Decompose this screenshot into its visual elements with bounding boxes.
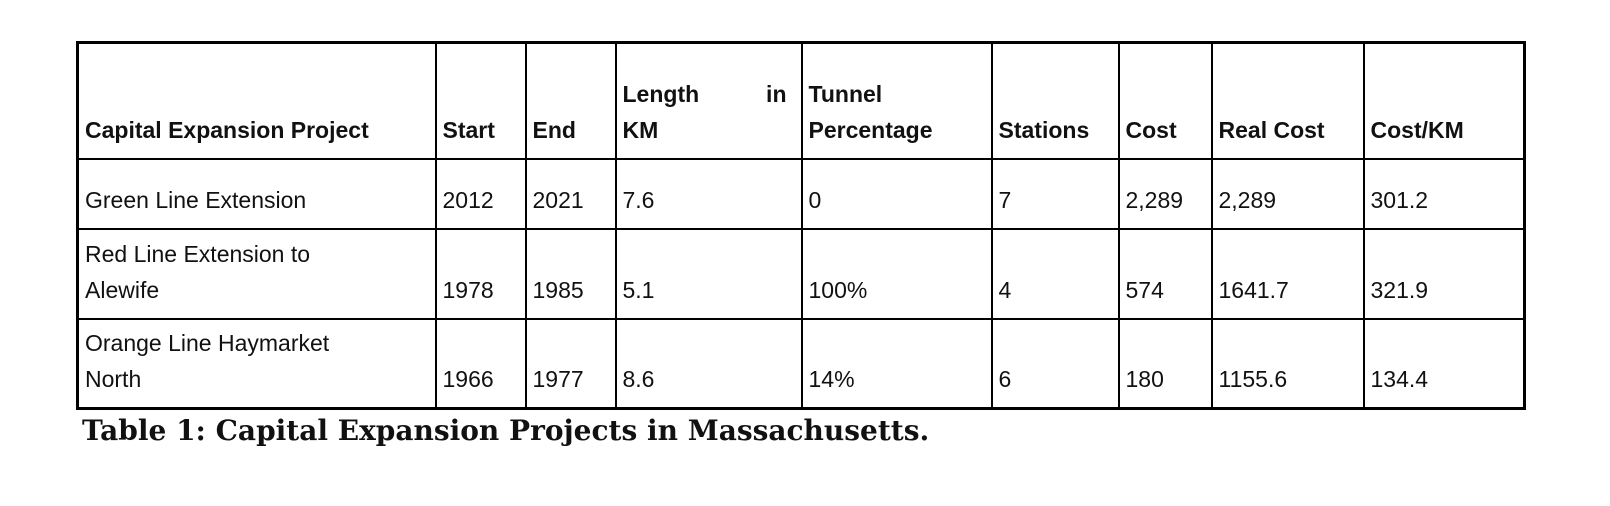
table-cell: 2,289 [1210, 157, 1365, 230]
table-cell: 1985 [524, 227, 617, 320]
header-text: Stations [998, 116, 1090, 143]
table-row: Orange Line Haymarket North 1966 1977 8.6 14… [76, 317, 1526, 410]
table-cell: Green Line Extension [76, 157, 437, 230]
header-cell: Length in KM [614, 41, 803, 160]
header-text: Tunnel Percentage [808, 80, 933, 143]
cell-text: 1978 [442, 276, 494, 303]
table-cell: 0 [800, 157, 993, 230]
cell-text: 2,289 [1218, 186, 1277, 213]
cell-text: 1155.6 [1218, 366, 1288, 392]
cell-text: 0 [808, 186, 822, 213]
header-cell: Cost/KM [1362, 41, 1526, 160]
table-cell: 134.4 [1362, 317, 1526, 410]
table-cell: 301.2 [1362, 157, 1526, 230]
header-cell: Stations [990, 41, 1120, 160]
table-cell: 6 [990, 317, 1120, 410]
table-cell: 2,289 [1117, 157, 1213, 230]
table-cell: Red Line Extension to Alewife [76, 227, 437, 320]
cell-text: 2021 [532, 186, 584, 213]
cell-text: 301.2 [1370, 186, 1429, 213]
header-text: Real Cost [1218, 116, 1325, 143]
table-cell: 14% [800, 317, 993, 410]
table-cell: 1978 [434, 227, 527, 320]
table-cell: 321.9 [1362, 227, 1526, 320]
cell-text: Green Line Extension [85, 186, 307, 213]
header-cell: Capital Expansion Project [76, 41, 437, 160]
table-cell: 2012 [434, 157, 527, 230]
cell-text: 7 [998, 186, 1012, 213]
cell-text: 14% [808, 366, 855, 392]
cell-text: 574 [1125, 276, 1164, 303]
header-cell: Start [434, 41, 527, 160]
table-cell: 5.1 [614, 227, 803, 320]
table-cell: 2021 [524, 157, 617, 230]
cell-text: 180 [1125, 366, 1164, 392]
projects-table: Capital Expansion Project Start End Length … [76, 41, 1526, 410]
header-text: Start [442, 116, 495, 143]
cell-text: 1977 [532, 366, 584, 392]
table-cell: 8.6 [614, 317, 803, 410]
table-row: Red Line Extension to Alewife 1978 1985 5.1… [76, 227, 1526, 320]
cell-text: 1966 [442, 366, 494, 392]
header-cell: Tunnel Percentage [800, 41, 993, 160]
table-cell: 7 [990, 157, 1120, 230]
cell-text: 4 [998, 276, 1012, 303]
cell-text: 6 [998, 366, 1012, 392]
table-cell: 1966 [434, 317, 527, 410]
cell-text: 100% [808, 276, 868, 303]
cell-text: 5.1 [622, 276, 655, 303]
cell-text: Red Line Extension to Alewife [85, 240, 311, 303]
header-cell: End [524, 41, 617, 160]
table-cell: 1641.7 [1210, 227, 1365, 320]
table-cell: 1155.6 [1210, 317, 1365, 410]
table-cell: 180 [1117, 317, 1213, 410]
header-text: Cost [1125, 116, 1177, 143]
table-cell: 7.6 [614, 157, 803, 230]
cell-text: 134.4 [1370, 366, 1429, 392]
cell-text: Orange Line Haymarket North [85, 330, 330, 392]
cell-text: 321.9 [1370, 276, 1429, 303]
header-text: Capital Expansion Project [85, 116, 369, 143]
cell-text: 2012 [442, 186, 494, 213]
table-cell: 574 [1117, 227, 1213, 320]
table-cell: Orange Line Haymarket North [76, 317, 437, 410]
table-cell: 100% [800, 227, 993, 320]
cell-text: 2,289 [1125, 186, 1184, 213]
table-cell: 4 [990, 227, 1120, 320]
header-text: End [532, 116, 576, 143]
cell-text: 8.6 [622, 366, 655, 392]
table-caption: Table 1: Capital Expansion Projects in M… [82, 414, 930, 447]
cell-text: 1641.7 [1218, 276, 1289, 303]
table-body: Green Line Extension 2012 2021 7.6 0 7 2,289 2,… [76, 157, 1526, 410]
header-text: Cost/KM [1370, 116, 1464, 143]
header-cell: Cost [1117, 41, 1213, 160]
header-text: Length in KM [622, 80, 787, 143]
header-cell: Real Cost [1210, 41, 1365, 160]
table-cell: 1977 [524, 317, 617, 410]
table-row: Green Line Extension 2012 2021 7.6 0 7 2,289 2,… [76, 157, 1526, 230]
cell-text: 1985 [532, 276, 584, 303]
header-row: Capital Expansion Project Start End Length … [76, 41, 1526, 160]
cell-text: 7.6 [622, 186, 655, 213]
